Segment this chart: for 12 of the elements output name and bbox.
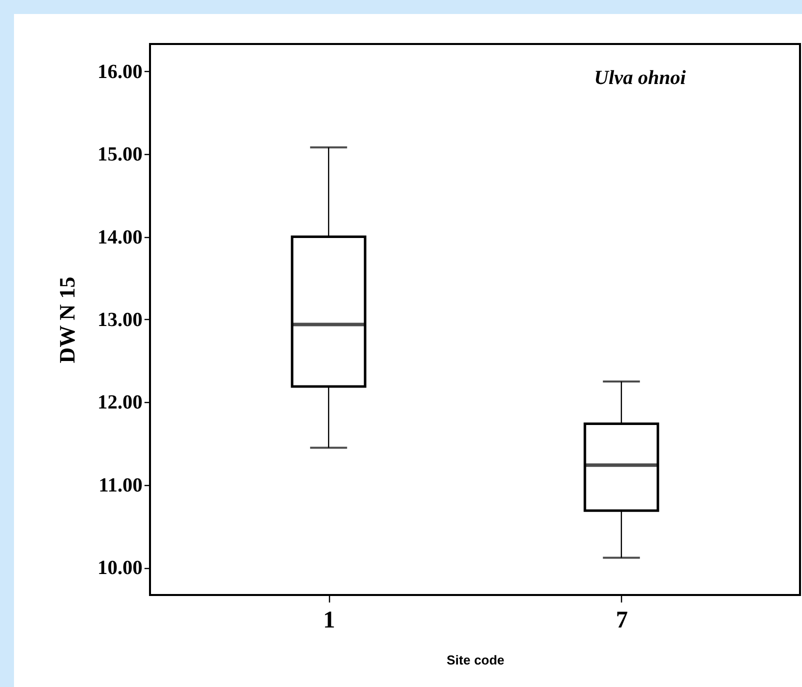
- y-tick-label: 12.00: [98, 392, 142, 414]
- y-tick-label: 11.00: [98, 474, 142, 496]
- y-tick-label: 10.00: [98, 557, 142, 580]
- x-axis-title: Site code: [446, 652, 504, 668]
- y-tick-label: 15.00: [98, 144, 142, 166]
- x-tick-label: 7: [616, 608, 628, 634]
- y-tick-label: 16.00: [98, 60, 142, 83]
- y-axis-title: DW N 15: [54, 276, 80, 364]
- annotation: Ulva ohnoi: [594, 67, 686, 89]
- x-tick-label: 1: [323, 608, 336, 634]
- y-tick-label: 14.00: [98, 226, 142, 248]
- y-tick-label: 13.00: [98, 309, 142, 331]
